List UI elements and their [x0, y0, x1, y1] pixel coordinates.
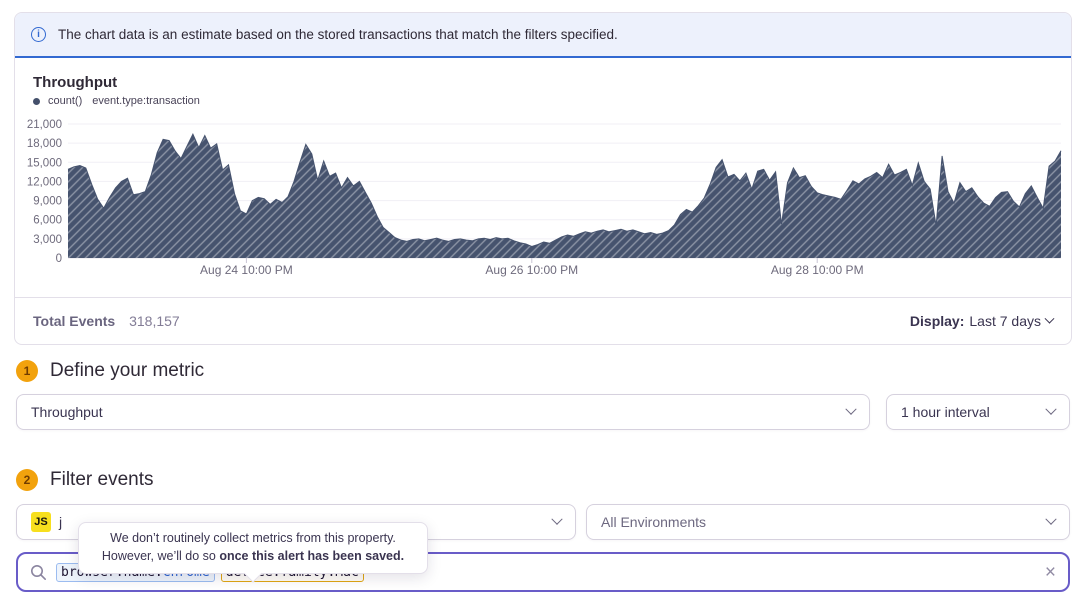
- chevron-down-icon: [1044, 313, 1055, 324]
- tooltip-line-2: However, we’ll do so once this alert has…: [101, 548, 405, 563]
- metric-alert-builder-page: i The chart data is an estimate based on…: [0, 12, 1086, 592]
- legend-bullet-icon: [33, 97, 40, 105]
- svg-text:12,000: 12,000: [27, 176, 62, 188]
- svg-text:0: 0: [56, 253, 62, 265]
- property-tooltip: We don’t routinely collect metrics from …: [78, 522, 428, 583]
- total-events: Total Events 318,157: [33, 313, 180, 329]
- info-banner: i The chart data is an estimate based on…: [15, 13, 1071, 58]
- chart-panel: i The chart data is an estimate based on…: [14, 12, 1072, 345]
- svg-text:18,000: 18,000: [27, 138, 62, 150]
- metric-row: Throughput 1 hour interval: [16, 394, 1070, 430]
- step-2-title: Filter events: [50, 469, 154, 490]
- svg-text:3,000: 3,000: [33, 234, 62, 246]
- step-2-badge: 2: [16, 469, 38, 491]
- chart-legend: count() event.type:transaction: [15, 95, 1071, 107]
- metric-select-value: Throughput: [31, 404, 103, 420]
- chevron-down-icon: [845, 403, 857, 415]
- svg-text:9,000: 9,000: [33, 196, 62, 208]
- project-select-value: j: [59, 514, 63, 530]
- svg-text:Aug 24 10:00 PM: Aug 24 10:00 PM: [200, 263, 293, 277]
- svg-text:Aug 26 10:00 PM: Aug 26 10:00 PM: [485, 263, 578, 277]
- legend-query-label: event.type:transaction: [92, 95, 200, 107]
- environment-select-value: All Environments: [601, 514, 707, 530]
- javascript-platform-icon: JS: [31, 512, 51, 532]
- tooltip-line-1: We don’t routinely collect metrics from …: [110, 531, 396, 545]
- svg-text:15,000: 15,000: [27, 157, 62, 169]
- step-1-title: Define your metric: [50, 360, 205, 381]
- info-banner-text: The chart data is an estimate based on t…: [58, 27, 618, 42]
- svg-text:6,000: 6,000: [33, 215, 62, 227]
- total-events-value: 318,157: [129, 313, 180, 329]
- display-value: Last 7 days: [969, 313, 1041, 329]
- step-2-header: 2 Filter events: [16, 469, 1070, 491]
- search-icon: [31, 564, 46, 580]
- chevron-down-icon: [1045, 513, 1057, 525]
- chevron-down-icon: [551, 513, 563, 525]
- chart-footer: Total Events 318,157 Display: Last 7 day…: [15, 297, 1071, 344]
- chart-section: Throughput count() event.type:transactio…: [15, 58, 1071, 297]
- interval-select[interactable]: 1 hour interval: [886, 394, 1070, 430]
- total-events-label: Total Events: [33, 313, 116, 329]
- step-1-header: 1 Define your metric: [16, 360, 1070, 382]
- metric-select[interactable]: Throughput: [16, 394, 870, 430]
- svg-text:Aug 28 10:00 PM: Aug 28 10:00 PM: [771, 263, 864, 277]
- environment-select[interactable]: All Environments: [586, 504, 1070, 540]
- display-label: Display:: [909, 313, 965, 329]
- svg-text:21,000: 21,000: [27, 119, 62, 131]
- display-range-dropdown[interactable]: Display: Last 7 days: [909, 313, 1055, 329]
- step-1-badge: 1: [16, 360, 38, 382]
- clear-search-icon[interactable]: ×: [1044, 561, 1056, 583]
- chart-title: Throughput: [33, 74, 118, 91]
- legend-series-label: count(): [48, 95, 83, 107]
- throughput-area-chart: 0 3,000 6,000 9,000 12,000 15,000 18,000 21,000…: [15, 112, 1071, 283]
- chevron-down-icon: [1045, 403, 1057, 415]
- info-icon: i: [31, 27, 46, 42]
- interval-select-value: 1 hour interval: [901, 404, 990, 420]
